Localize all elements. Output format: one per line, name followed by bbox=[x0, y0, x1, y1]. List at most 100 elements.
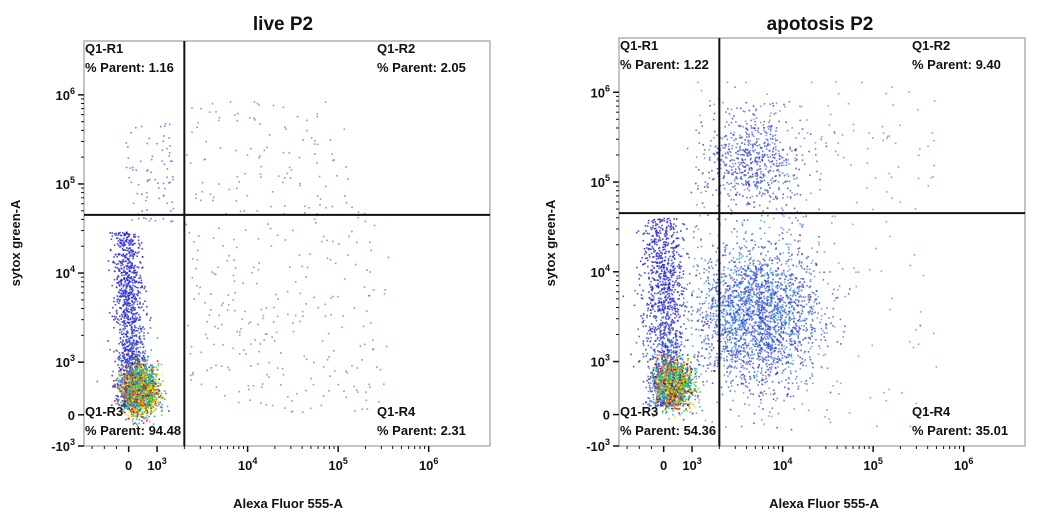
event-dot bbox=[373, 224, 376, 227]
event-dot bbox=[135, 383, 138, 385]
event-dot bbox=[284, 407, 286, 409]
event-dot bbox=[122, 285, 125, 288]
event-dot bbox=[132, 406, 134, 409]
event-dot bbox=[131, 341, 134, 344]
event-dot bbox=[680, 255, 683, 257]
event-dot bbox=[126, 398, 129, 401]
event-dot bbox=[126, 236, 128, 239]
event-dot bbox=[143, 367, 146, 370]
event-dot bbox=[270, 205, 272, 208]
event-dot bbox=[128, 276, 130, 279]
event-dot bbox=[142, 416, 145, 419]
event-dot bbox=[156, 142, 158, 145]
event-dot bbox=[121, 343, 123, 346]
event-dot bbox=[135, 398, 137, 401]
event-dot bbox=[204, 302, 206, 304]
event-dot bbox=[153, 389, 155, 392]
event-dot bbox=[670, 351, 673, 354]
event-dot bbox=[651, 304, 654, 307]
event-dot bbox=[663, 220, 666, 222]
event-dot bbox=[132, 415, 134, 417]
event-dot bbox=[337, 243, 340, 245]
event-dot bbox=[305, 389, 307, 392]
event-dot bbox=[218, 183, 220, 185]
event-dot bbox=[661, 337, 664, 339]
event-dot bbox=[125, 384, 127, 387]
event-dot bbox=[136, 378, 139, 381]
event-dot bbox=[127, 361, 129, 363]
event-dot bbox=[155, 383, 157, 385]
event-dot bbox=[133, 397, 136, 400]
event-dot bbox=[137, 360, 140, 363]
event-dot bbox=[660, 265, 663, 267]
event-dot bbox=[656, 338, 659, 340]
event-dot bbox=[119, 279, 122, 282]
event-dot bbox=[126, 338, 128, 341]
event-dot bbox=[191, 107, 193, 109]
event-dot bbox=[670, 300, 673, 303]
event-dot bbox=[664, 259, 666, 261]
event-dot bbox=[153, 405, 155, 407]
event-dot bbox=[115, 286, 118, 289]
event-dot bbox=[132, 387, 135, 390]
event-dot bbox=[649, 315, 651, 317]
event-dot bbox=[116, 350, 119, 352]
event-dot bbox=[134, 315, 137, 317]
event-dot bbox=[142, 385, 144, 387]
event-dot bbox=[655, 224, 657, 227]
event-dot bbox=[140, 371, 143, 373]
event-dot bbox=[650, 336, 652, 339]
event-dot bbox=[346, 371, 348, 374]
event-dot bbox=[282, 151, 285, 154]
event-dot bbox=[133, 356, 135, 359]
y-axis-label: sytox green-A bbox=[8, 199, 23, 286]
event-dot bbox=[137, 355, 139, 357]
event-dot bbox=[130, 362, 132, 364]
event-dot bbox=[210, 293, 212, 295]
event-dot bbox=[685, 403, 687, 405]
event-dot bbox=[304, 212, 306, 214]
event-dot bbox=[125, 293, 127, 295]
event-dot bbox=[337, 383, 339, 386]
event-dot bbox=[124, 361, 127, 363]
event-dot bbox=[132, 330, 134, 332]
event-dot bbox=[146, 393, 148, 396]
event-dot bbox=[157, 384, 160, 387]
event-dot bbox=[121, 244, 124, 246]
event-dot bbox=[666, 311, 669, 313]
event-dot bbox=[123, 300, 126, 303]
event-dot bbox=[659, 365, 661, 367]
event-dot bbox=[142, 413, 144, 415]
event-dot bbox=[124, 289, 126, 292]
event-dot bbox=[138, 405, 141, 408]
event-dot bbox=[137, 404, 140, 407]
event-dots bbox=[96, 101, 390, 427]
event-dot bbox=[673, 247, 676, 249]
event-dot bbox=[622, 295, 625, 298]
event-dot bbox=[232, 347, 234, 350]
event-dot bbox=[121, 274, 123, 277]
event-dot bbox=[227, 303, 230, 306]
event-dot bbox=[111, 284, 113, 287]
event-dot bbox=[149, 400, 152, 403]
event-dot bbox=[115, 398, 118, 400]
event-dot bbox=[131, 344, 134, 347]
event-dot bbox=[302, 315, 304, 317]
event-dot bbox=[229, 101, 232, 103]
event-dot bbox=[228, 188, 231, 191]
event-dot bbox=[654, 310, 656, 313]
event-dot bbox=[670, 274, 673, 277]
event-dot bbox=[669, 219, 671, 222]
event-dot bbox=[134, 269, 137, 272]
event-dot bbox=[366, 269, 368, 271]
event-dot bbox=[150, 394, 153, 396]
event-dot bbox=[121, 392, 123, 395]
event-dot bbox=[654, 317, 657, 320]
event-dot bbox=[351, 365, 353, 367]
event-dot bbox=[659, 277, 662, 280]
event-dot bbox=[663, 273, 665, 275]
event-dot bbox=[135, 392, 138, 395]
event-dot bbox=[124, 280, 127, 282]
event-dot bbox=[672, 248, 675, 250]
event-dot bbox=[649, 358, 652, 360]
